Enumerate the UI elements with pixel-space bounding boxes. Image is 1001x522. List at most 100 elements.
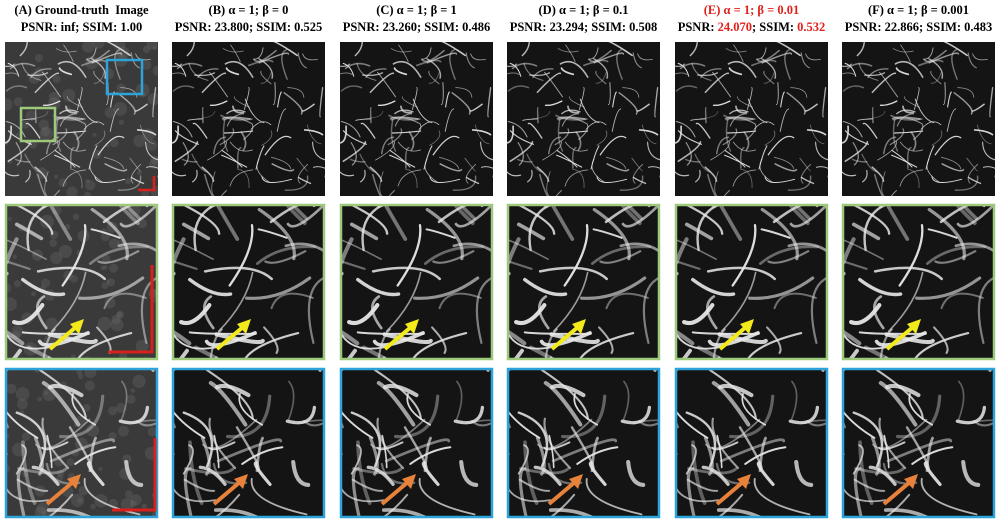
noise bbox=[109, 264, 118, 273]
metric-text: 23.294 bbox=[550, 20, 584, 34]
noise bbox=[132, 375, 145, 388]
noise bbox=[78, 374, 84, 380]
metric-text: ; SSIM: bbox=[919, 20, 964, 34]
noise bbox=[130, 388, 135, 393]
noise bbox=[98, 467, 102, 471]
metric-text: ; SSIM: bbox=[752, 20, 797, 34]
metric-text: PSNR: bbox=[510, 20, 550, 34]
figure: (A) Ground-truth ImagePSNR: inf; SSIM: 1… bbox=[0, 0, 1001, 522]
noise bbox=[130, 500, 137, 507]
noise bbox=[49, 239, 57, 247]
vessel bbox=[664, 274, 677, 324]
column-title: (E) α = 1; β = 0.01 bbox=[668, 2, 836, 19]
metric-text: inf bbox=[61, 20, 76, 34]
noise bbox=[14, 97, 23, 106]
metric-text: ; SSIM: bbox=[75, 20, 120, 34]
vessel bbox=[660, 159, 664, 177]
vessel bbox=[158, 159, 162, 177]
metrics: PSNR: 23.294; SSIM: 0.508 bbox=[500, 19, 668, 36]
noise bbox=[17, 399, 28, 410]
noise bbox=[142, 503, 147, 508]
metric-text: 23.800 bbox=[215, 20, 249, 34]
noise bbox=[71, 494, 84, 507]
noise bbox=[40, 215, 54, 229]
metrics: PSNR: 22.866; SSIM: 0.483 bbox=[835, 19, 1001, 36]
microscopy-image bbox=[629, 345, 857, 522]
vessel bbox=[329, 274, 342, 324]
metric-text: 22.866 bbox=[885, 20, 919, 34]
metric-text: PSNR: bbox=[21, 20, 61, 34]
microscopy-image bbox=[0, 345, 187, 522]
noise bbox=[12, 255, 17, 260]
noise bbox=[67, 458, 75, 466]
metric-text: 24.070 bbox=[718, 20, 752, 34]
noise bbox=[40, 127, 54, 141]
metric-text: 0.525 bbox=[294, 20, 322, 34]
column-title: (F) α = 1; β = 0.001 bbox=[835, 2, 1001, 19]
vessel bbox=[496, 274, 509, 324]
metric-text: 0.508 bbox=[629, 20, 657, 34]
microscopy-image bbox=[495, 39, 666, 215]
column-header: (B) α = 1; β = 0PSNR: 23.800; SSIM: 0.52… bbox=[165, 2, 333, 36]
metric-text: PSNR: bbox=[845, 20, 885, 34]
metric-text: 23.260 bbox=[383, 20, 417, 34]
noise bbox=[0, 98, 12, 110]
metric-text: 0.532 bbox=[797, 20, 825, 34]
image-bg bbox=[340, 368, 493, 518]
vessel bbox=[995, 159, 999, 177]
noise bbox=[98, 317, 112, 331]
column-header: (E) α = 1; β = 0.01PSNR: 24.070; SSIM: 0… bbox=[668, 2, 836, 36]
noise bbox=[14, 280, 21, 287]
noise bbox=[66, 187, 77, 198]
vessel bbox=[493, 159, 497, 177]
noise bbox=[85, 179, 90, 184]
microscopy-image bbox=[0, 36, 164, 214]
vessel bbox=[828, 159, 832, 177]
noise bbox=[54, 175, 58, 179]
noise bbox=[37, 503, 49, 515]
noise bbox=[82, 40, 94, 52]
metrics: PSNR: 23.260; SSIM: 0.486 bbox=[333, 19, 501, 36]
noise bbox=[16, 133, 20, 137]
metric-text: PSNR: bbox=[175, 20, 215, 34]
panels bbox=[0, 0, 1001, 522]
column-header: (F) α = 1; β = 0.001PSNR: 22.866; SSIM: … bbox=[835, 2, 1001, 36]
noise bbox=[70, 275, 78, 283]
column-header: (D) α = 1; β = 0.1PSNR: 23.294; SSIM: 0.… bbox=[500, 2, 668, 36]
microscopy-image bbox=[294, 345, 522, 522]
noise bbox=[153, 66, 163, 76]
column-header: (A) Ground-truth ImagePSNR: inf; SSIM: 1… bbox=[0, 2, 166, 36]
noise bbox=[109, 238, 119, 248]
noise bbox=[90, 504, 96, 510]
metric-text: 1.00 bbox=[120, 20, 142, 34]
metric-text: ; SSIM: bbox=[249, 20, 294, 34]
column-title: (C) α = 1; β = 1 bbox=[333, 2, 501, 19]
column-title: (A) Ground-truth Image bbox=[0, 2, 166, 19]
noise bbox=[93, 133, 97, 137]
microscopy-image bbox=[126, 345, 354, 522]
noise bbox=[125, 178, 131, 184]
noise bbox=[143, 46, 150, 53]
noise bbox=[6, 384, 16, 394]
metric-text: ; SSIM: bbox=[584, 20, 629, 34]
noise bbox=[16, 387, 30, 401]
microscopy-image bbox=[830, 39, 1001, 215]
image-bg bbox=[675, 368, 828, 518]
noise bbox=[93, 36, 105, 48]
noise bbox=[137, 170, 142, 175]
noise bbox=[119, 120, 124, 125]
image-bg bbox=[842, 368, 995, 518]
noise bbox=[73, 214, 79, 220]
metric-text: 0.483 bbox=[964, 20, 992, 34]
noise bbox=[50, 252, 62, 264]
metric-text: PSNR: bbox=[343, 20, 383, 34]
noise bbox=[108, 406, 117, 415]
metrics: PSNR: 24.070; SSIM: 0.532 bbox=[668, 19, 836, 36]
noise bbox=[31, 291, 36, 296]
noise bbox=[35, 54, 43, 62]
noise bbox=[37, 397, 42, 402]
noise bbox=[53, 75, 61, 83]
vessel bbox=[831, 274, 844, 324]
metrics: PSNR: inf; SSIM: 1.00 bbox=[0, 19, 166, 36]
column-title: (B) α = 1; β = 0 bbox=[165, 2, 333, 19]
